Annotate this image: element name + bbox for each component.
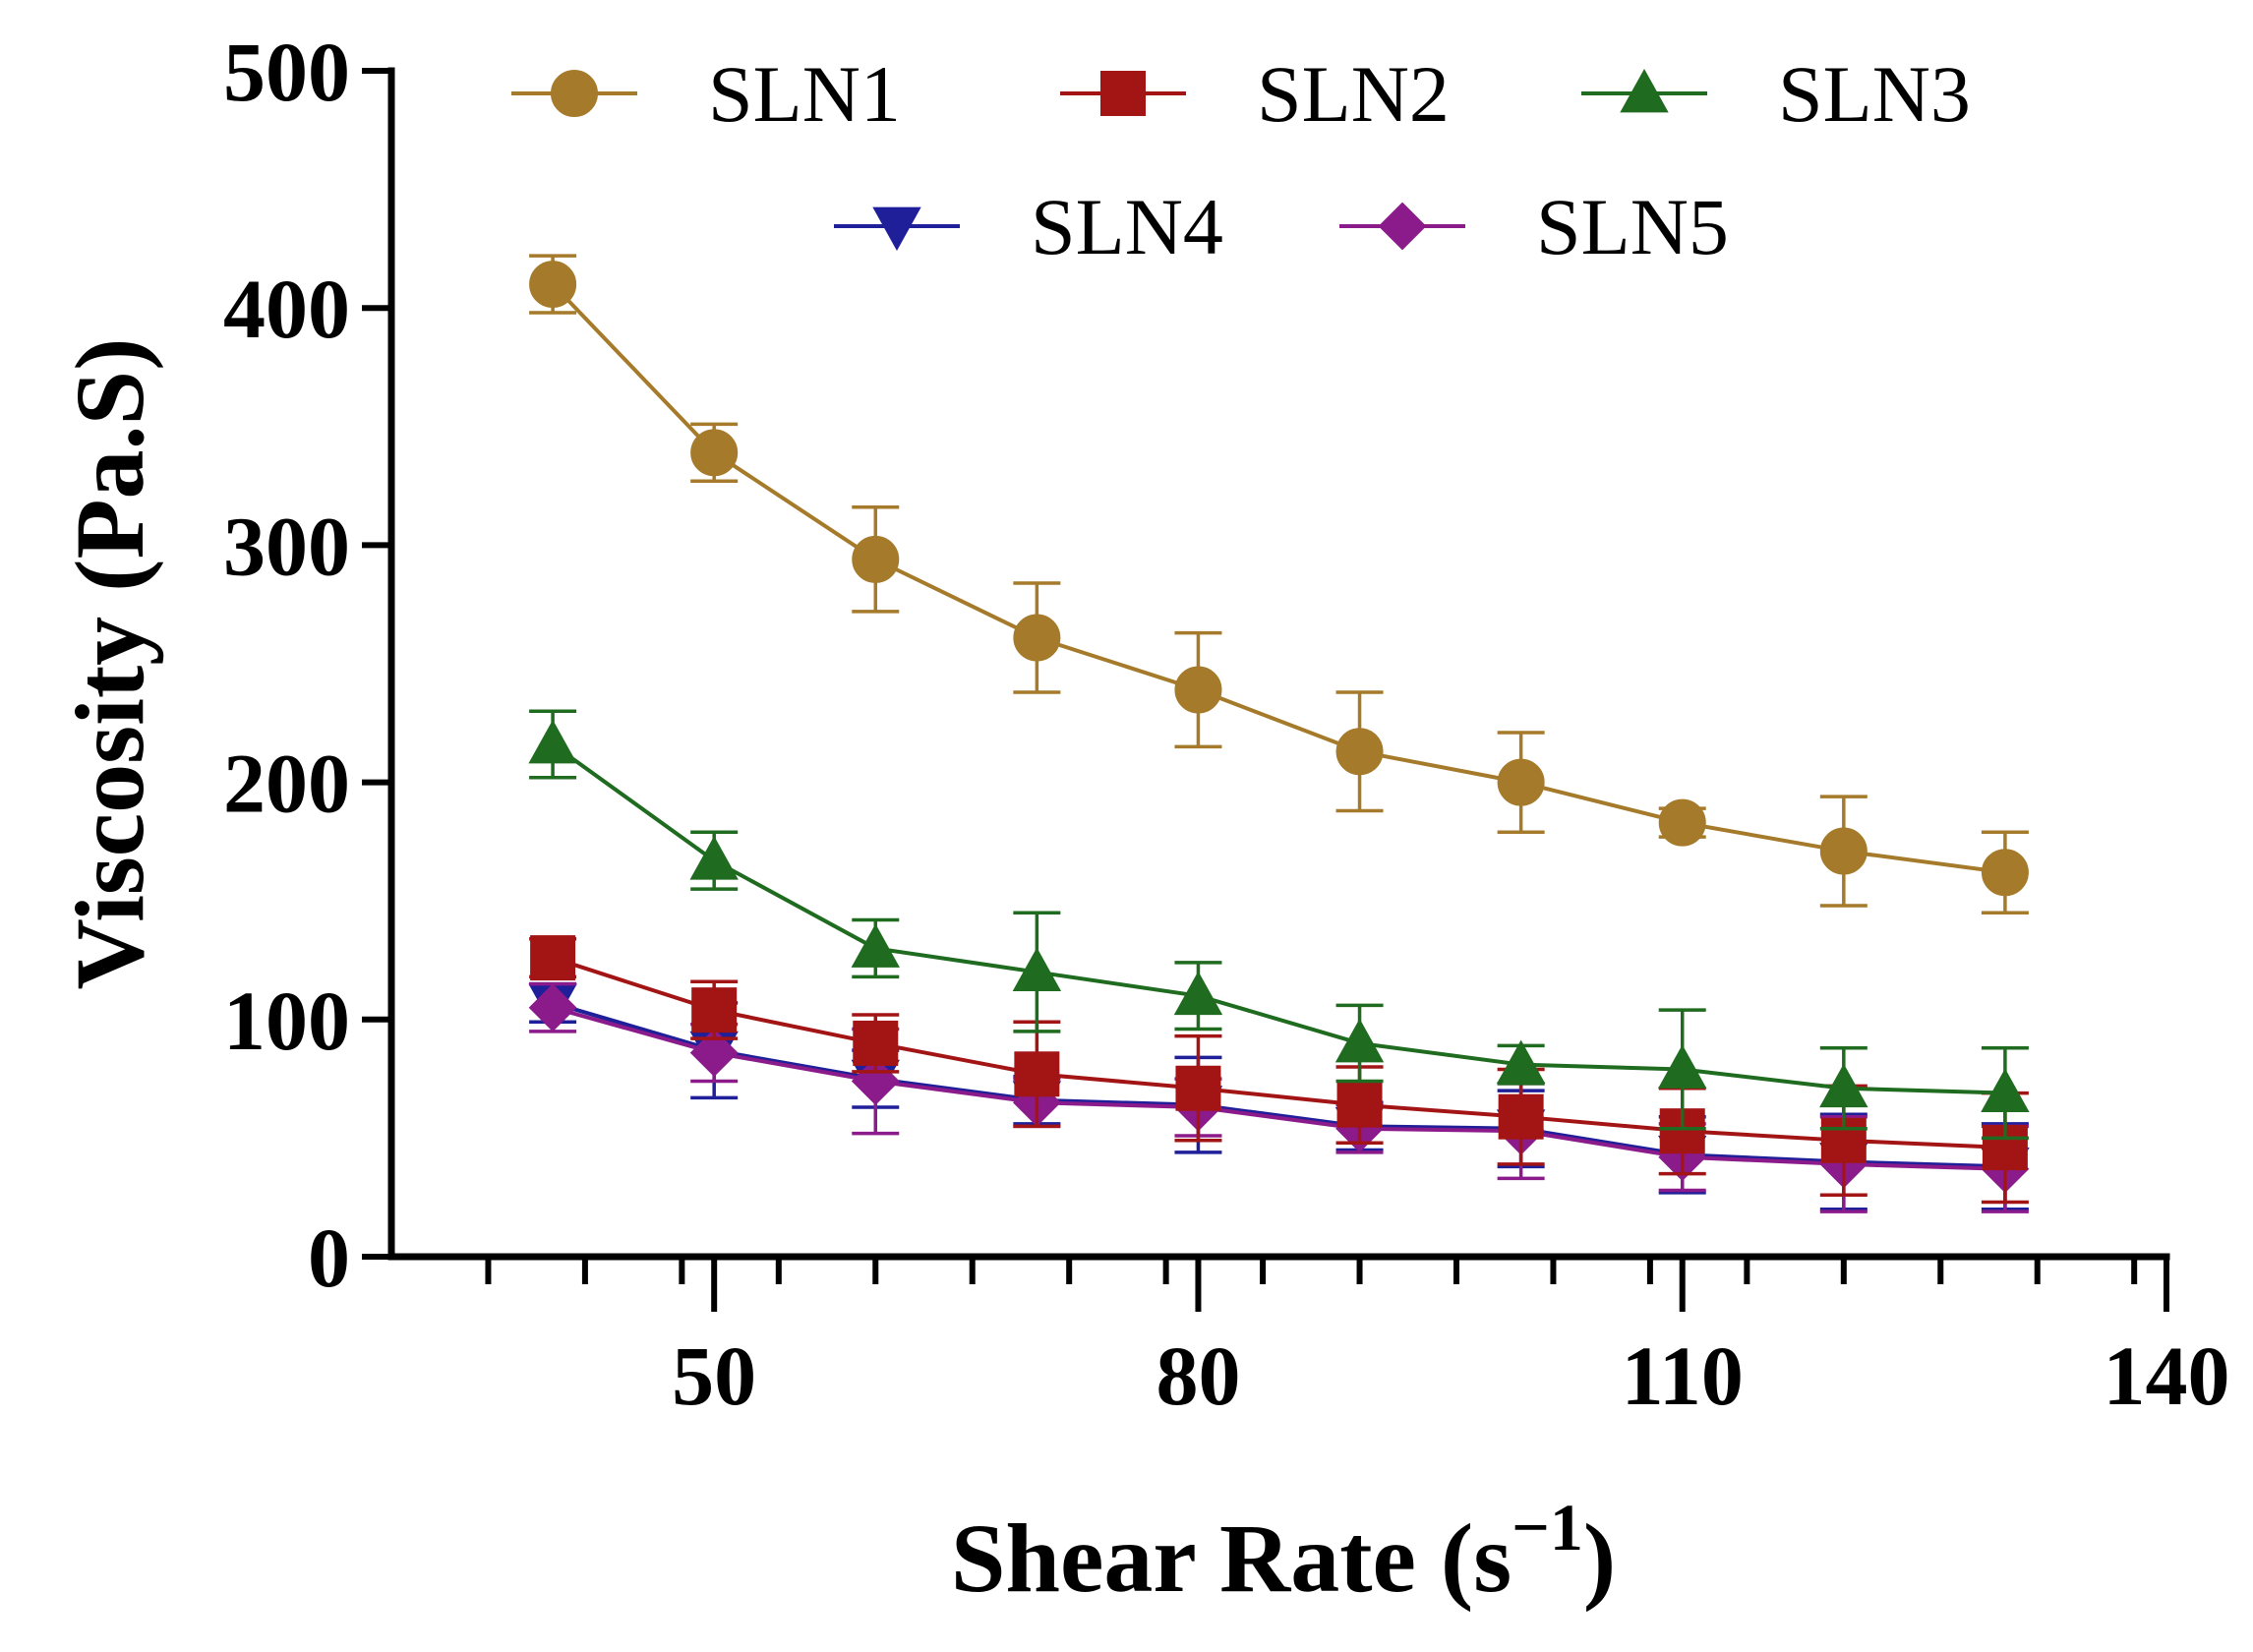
y-tick-label: 0: [308, 1210, 350, 1305]
data-point: [1819, 1063, 1868, 1108]
data-point: [1981, 1068, 2030, 1112]
legend-label: SLN1: [708, 49, 901, 139]
data-point: [528, 983, 577, 1032]
data-point: [1981, 849, 2029, 897]
data-point: [853, 1020, 899, 1066]
legend-label: SLN3: [1778, 49, 1971, 139]
x-axis-title-close: ): [1583, 1504, 1616, 1613]
data-point: [851, 923, 900, 968]
data-point: [1658, 798, 1706, 847]
data-point: [1497, 758, 1545, 806]
data-point: [1335, 728, 1384, 776]
data-point: [1658, 1044, 1707, 1089]
y-tick-label: 300: [223, 499, 350, 593]
series-line-sln3: [551, 742, 2005, 1095]
data-point: [530, 935, 576, 981]
legend-label: SLN5: [1536, 182, 1729, 271]
data-point: [689, 836, 739, 880]
data-point: [851, 1057, 900, 1105]
y-tick-label: 400: [223, 262, 350, 356]
data-point: [1174, 666, 1222, 714]
series-line-sln2: [552, 956, 2005, 1150]
legend-marker: [872, 206, 921, 252]
series-sln3: [528, 709, 2030, 1141]
data-point: [1175, 1065, 1221, 1111]
x-tick-label: 80: [1156, 1328, 1240, 1423]
legend-entry-sln3: SLN3: [1581, 49, 1971, 139]
data-point: [1012, 947, 1062, 991]
series-line-sln5: [552, 1005, 2005, 1171]
data-point: [1014, 1051, 1060, 1097]
series-sln1: [529, 254, 2029, 915]
data-point: [1013, 614, 1061, 662]
legend-entry-sln1: SLN1: [511, 49, 901, 139]
legend-label: SLN2: [1257, 49, 1450, 139]
y-axis-title: Viscosity (Pa.S): [55, 338, 164, 990]
x-axis-title-main: Shear Rate (s: [951, 1504, 1512, 1613]
y-tick-label: 100: [223, 974, 350, 1068]
data-point: [1498, 1093, 1544, 1140]
series-line-sln1: [551, 282, 2006, 875]
x-axis-title-superscript: −1: [1512, 1490, 1583, 1564]
x-tick-label: 50: [672, 1328, 756, 1423]
data-point: [1659, 1108, 1705, 1154]
data-point: [690, 429, 739, 477]
data-point: [1173, 971, 1223, 1016]
x-tick-label: 140: [2104, 1328, 2230, 1423]
data-point: [1496, 1039, 1546, 1085]
data-point: [529, 261, 577, 309]
series-layer: [528, 254, 2030, 1213]
data-point: [852, 535, 900, 583]
legend-marker: [1620, 68, 1669, 113]
legend-marker: [1378, 202, 1427, 251]
legend-marker: [1100, 71, 1146, 116]
data-point: [528, 719, 577, 764]
axes: 0 100 200 300 400 500 50 80 110 140: [223, 25, 2230, 1423]
data-point: [1336, 1082, 1383, 1128]
x-tick-label: 110: [1622, 1328, 1744, 1423]
legend: SLN1 SLN2 SLN3 SLN4 SLN5: [511, 49, 1971, 271]
legend-entry-sln4: SLN4: [834, 182, 1223, 271]
legend-marker: [551, 70, 598, 117]
data-point: [691, 987, 738, 1033]
legend-entry-sln5: SLN5: [1339, 182, 1729, 271]
series-line-sln4: [552, 1000, 2005, 1169]
legend-label: SLN4: [1031, 182, 1223, 271]
y-tick-label: 500: [223, 25, 350, 119]
data-point: [1334, 1018, 1385, 1063]
legend-entry-sln2: SLN2: [1060, 49, 1450, 139]
y-tick-label: 200: [223, 737, 350, 831]
data-point: [1819, 827, 1868, 875]
data-point: [689, 1029, 739, 1077]
x-axis-title: Shear Rate (s−1): [951, 1490, 1616, 1613]
